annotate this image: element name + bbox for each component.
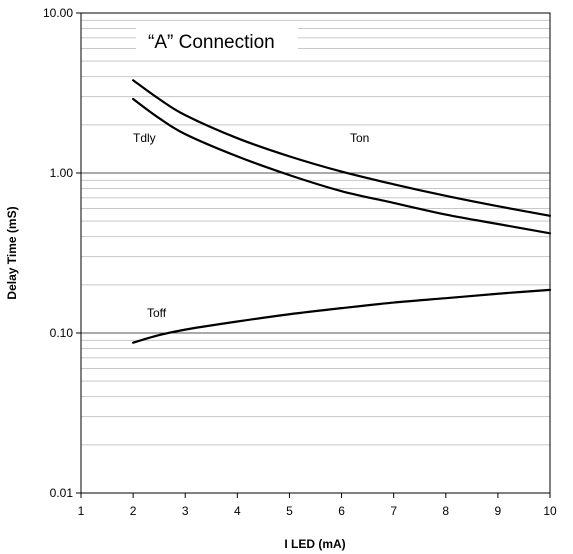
series-lines — [132, 79, 552, 344]
gridlines — [81, 19, 550, 446]
series-label-ton: Ton — [350, 131, 369, 145]
x-tick-label: 7 — [390, 504, 397, 518]
y-tick-label: 0.01 — [50, 486, 74, 500]
y-tick-label: 10.00 — [43, 6, 73, 20]
series-line-toff — [132, 288, 552, 344]
x-tick-label: 8 — [442, 504, 449, 518]
y-axis-label: Delay Time (mS) — [5, 206, 19, 299]
x-tick-label: 6 — [338, 504, 345, 518]
chart-title: “A” Connection — [148, 32, 275, 53]
plot-area — [81, 13, 550, 493]
plot-frame — [80, 12, 551, 494]
y-tick-label: 0.10 — [50, 326, 74, 340]
x-axis-ticks: 1 2 3 4 5 6 7 8 9 10 — [78, 493, 557, 518]
series-label-tdly: Tdly — [133, 131, 156, 145]
toff-label-background — [144, 302, 182, 320]
title-background — [136, 25, 298, 55]
series-label-toff: Toff — [147, 306, 167, 320]
series-line-tdly — [132, 97, 552, 235]
x-tick-label: 4 — [234, 504, 241, 518]
x-tick-label: 10 — [543, 504, 557, 518]
x-tick-label: 9 — [495, 504, 502, 518]
y-tick-label: 1.00 — [50, 166, 74, 180]
x-tick-label: 2 — [130, 504, 137, 518]
x-tick-label: 1 — [78, 504, 85, 518]
x-tick-label: 3 — [182, 504, 189, 518]
x-tick-label: 5 — [286, 504, 293, 518]
y-axis-ticks: 10.00 1.00 0.10 0.01 — [43, 6, 81, 500]
x-axis-label: I LED (mA) — [284, 537, 345, 551]
series-line-ton — [132, 79, 552, 217]
